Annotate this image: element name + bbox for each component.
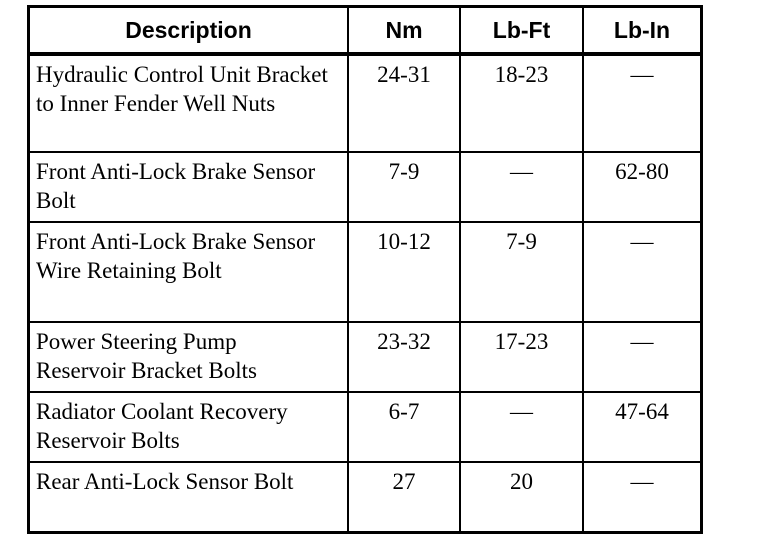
- cell-value: 7-9: [347, 151, 461, 223]
- table-row: Front Anti-Lock Brake Sensor Bolt 7-9—62-…: [27, 151, 703, 223]
- description-text: Front Anti-Lock Brake Sensor Bolt: [36, 159, 316, 213]
- cell-value: 10-12: [347, 221, 461, 323]
- cell-value: 24-31: [347, 53, 461, 153]
- cell-description: Hydraulic Control Unit Bracket to Inner …: [27, 53, 349, 153]
- cell-value: 18-23: [459, 53, 584, 153]
- cell-value: —: [582, 221, 703, 323]
- cell-value: 20: [459, 461, 584, 533]
- cell-description: Rear Anti-Lock Sensor Bolt: [27, 461, 349, 533]
- column-header: Lb-In: [582, 5, 703, 56]
- cell-value: 62-80: [582, 151, 703, 223]
- column-header: Nm: [347, 5, 461, 56]
- cell-value: 6-7: [347, 391, 461, 463]
- cell-value: 47-64: [582, 391, 703, 463]
- cell-description: Front Anti-Lock Brake Sensor Wire Retain…: [27, 221, 349, 323]
- cell-value: 17-23: [459, 321, 584, 393]
- cell-value: —: [582, 461, 703, 533]
- description-text: Front Anti-Lock Brake Sensor Wire Retain…: [36, 229, 316, 283]
- description-text: Hydraulic Control Unit Bracket to Inner …: [36, 62, 328, 116]
- torque-table: Description Nm Lb-Ft Lb-In Hydraulic Contro…: [27, 5, 703, 534]
- table-body: Hydraulic Control Unit Bracket to Inner …: [27, 53, 703, 533]
- cell-value: 27: [347, 461, 461, 533]
- cell-value: —: [459, 391, 584, 463]
- table-row: Power Steering Pump Reservoir Bracket Bo…: [27, 321, 703, 393]
- description-text: Power Steering Pump Reservoir Bracket Bo…: [36, 329, 258, 383]
- description-text: Rear Anti-Lock Sensor Bolt: [36, 469, 294, 494]
- header-row: Description Nm Lb-Ft Lb-In: [27, 5, 703, 56]
- description-text: Radiator Coolant Recovery Reservoir Bolt…: [36, 399, 288, 453]
- table-row: Rear Anti-Lock Sensor Bolt 27 20—: [27, 461, 703, 533]
- cell-value: —: [582, 53, 703, 153]
- cell-description: Power Steering Pump Reservoir Bracket Bo…: [27, 321, 349, 393]
- cell-description: Front Anti-Lock Brake Sensor Bolt: [27, 151, 349, 223]
- cell-value: —: [582, 321, 703, 393]
- cell-value: 7-9: [459, 221, 584, 323]
- column-header: Description: [27, 5, 349, 56]
- table-row: Hydraulic Control Unit Bracket to Inner …: [27, 53, 703, 153]
- column-header: Lb-Ft: [459, 5, 584, 56]
- cell-value: —: [459, 151, 584, 223]
- cell-value: 23-32: [347, 321, 461, 393]
- cell-description: Radiator Coolant Recovery Reservoir Bolt…: [27, 391, 349, 463]
- table-row: Radiator Coolant Recovery Reservoir Bolt…: [27, 391, 703, 463]
- table-row: Front Anti-Lock Brake Sensor Wire Retain…: [27, 221, 703, 323]
